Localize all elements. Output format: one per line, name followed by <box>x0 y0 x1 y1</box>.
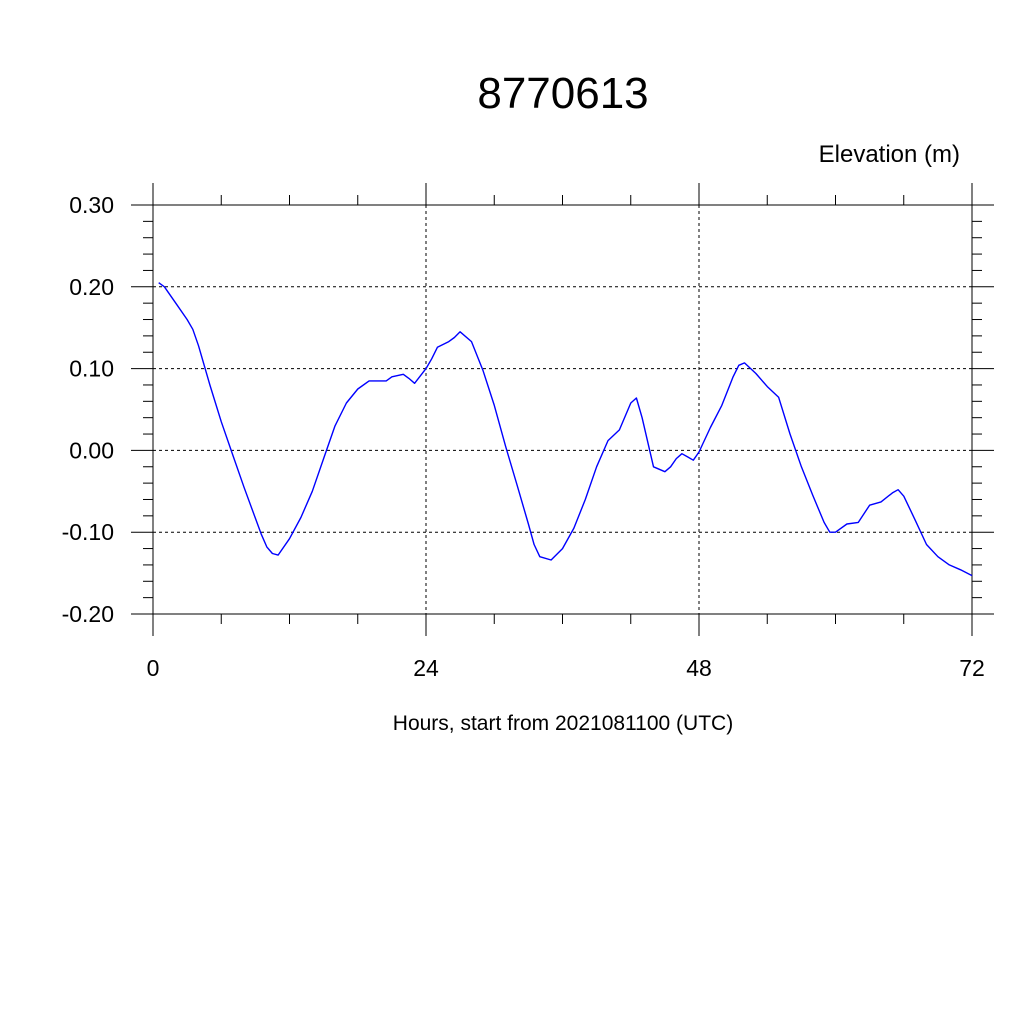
x-tick-label: 24 <box>413 655 439 681</box>
y-tick-label: 0.00 <box>69 437 114 463</box>
y-tick-label: 0.30 <box>69 192 114 218</box>
tick-labels: -0.20 -0.10 0.00 0.10 0.20 0.30 0 24 48 72 <box>62 192 985 681</box>
series-line <box>158 282 973 577</box>
chart-title: 8770613 <box>477 69 648 118</box>
y-axis-label: Elevation (m) <box>819 141 960 168</box>
y-tick-label: -0.10 <box>62 519 114 545</box>
x-tick-label: 0 <box>147 655 160 681</box>
y-tick-label: 0.20 <box>69 274 114 300</box>
x-tick-label: 48 <box>686 655 712 681</box>
x-tick-label: 72 <box>959 655 985 681</box>
y-tick-label: 0.10 <box>69 356 114 382</box>
series-layer <box>158 282 973 577</box>
x-axis-label: Hours, start from 2021081100 (UTC) <box>393 712 733 735</box>
axes <box>131 183 994 636</box>
y-tick-label: -0.20 <box>62 601 114 627</box>
grid-lines <box>153 204 972 615</box>
